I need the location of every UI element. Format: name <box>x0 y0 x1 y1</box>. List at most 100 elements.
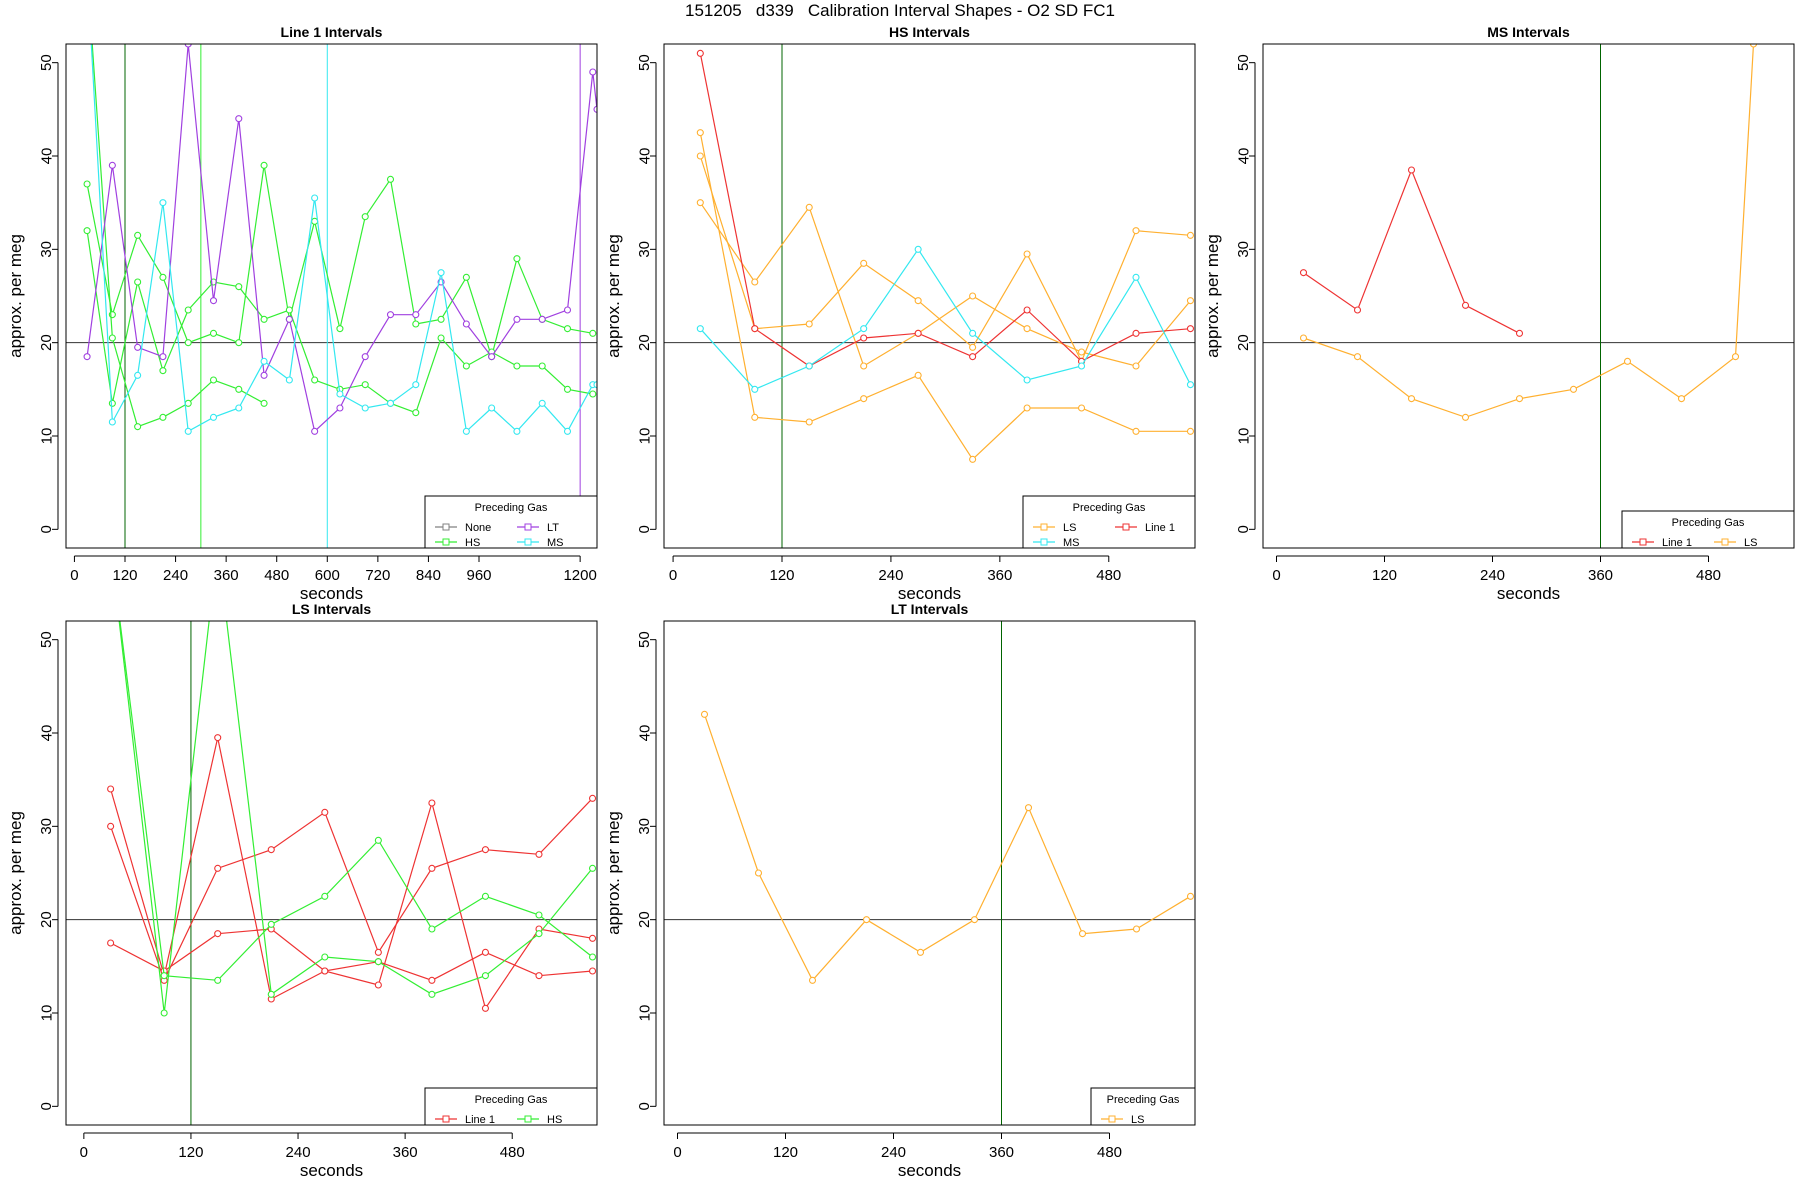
data-point <box>1077 404 1086 412</box>
data-point <box>374 948 382 956</box>
data-point <box>209 413 218 421</box>
y-tick-label: 50 <box>636 54 653 71</box>
data-point <box>108 418 116 426</box>
series-line <box>699 53 1191 367</box>
legend-entry-label: Line 1 <box>1145 522 1175 534</box>
data-point <box>1024 804 1033 812</box>
data-point <box>1023 325 1031 333</box>
data-point <box>386 311 395 319</box>
y-tick-label: 30 <box>38 818 55 835</box>
x-tick-label: 240 <box>286 1144 311 1161</box>
data-point <box>481 948 489 956</box>
x-tick-label: 360 <box>214 567 239 584</box>
legend-swatch-marker <box>1040 523 1048 531</box>
x-tick-label: 480 <box>500 1144 525 1161</box>
chart-panel-2: HS Intervals 0 10 20 30 40 50 approx. per meg 0 1… <box>604 24 1196 603</box>
data-point <box>235 283 243 291</box>
data-point <box>1023 376 1031 384</box>
data-point <box>535 930 543 938</box>
data-point <box>860 259 868 267</box>
data-point <box>588 967 597 975</box>
data-point <box>134 343 142 351</box>
data-point <box>588 934 597 942</box>
data-point <box>374 981 382 989</box>
data-point <box>860 334 868 342</box>
y-tick-label: 30 <box>636 241 653 258</box>
legend-swatch-marker <box>524 523 532 531</box>
y-axis-label: approx. per meg <box>6 234 25 358</box>
data-point <box>428 976 436 984</box>
legend: Preceding Gas LS Line 1 MS <box>1022 495 1196 549</box>
legend-title: Preceding Gas <box>475 1094 548 1106</box>
legend-swatch-marker <box>1108 1115 1116 1123</box>
data-point <box>462 427 470 435</box>
x-tick-label: 120 <box>178 1144 203 1161</box>
legend-swatch-marker <box>524 1115 532 1123</box>
data-point <box>134 231 142 239</box>
legend-entry-label: LS <box>1131 1114 1144 1126</box>
data-point <box>589 68 597 76</box>
data-point <box>696 199 704 207</box>
data-point <box>184 427 192 435</box>
data-point <box>481 1004 489 1012</box>
x-axis-label: seconds <box>300 584 363 603</box>
x-tick-label: 0 <box>673 1144 681 1161</box>
plot-frame <box>65 43 598 549</box>
data-point <box>108 399 116 407</box>
chart-title: LS Intervals <box>292 601 372 617</box>
data-point <box>361 381 369 389</box>
legend-title: Preceding Gas <box>475 502 548 514</box>
data-point <box>160 1009 168 1017</box>
data-point <box>321 953 329 961</box>
series-line <box>1303 168 1520 334</box>
data-point <box>321 808 329 816</box>
chart-panel-5: LT Intervals 0 10 20 30 40 50 approx. per meg 0 1… <box>604 601 1196 1180</box>
y-tick-label: 50 <box>38 631 55 648</box>
data-point <box>535 911 543 919</box>
data-point <box>862 916 871 924</box>
data-point <box>214 930 222 938</box>
data-point <box>969 343 977 351</box>
y-tick-label: 30 <box>636 818 653 835</box>
legend-entry-label: HS <box>465 537 480 549</box>
data-point <box>159 413 167 421</box>
series-line <box>90 44 597 433</box>
data-point <box>563 385 572 393</box>
y-tick-label: 0 <box>38 1102 55 1110</box>
data-point <box>808 976 817 984</box>
data-point <box>336 404 344 412</box>
data-point <box>1407 395 1416 403</box>
legend-swatch-marker <box>524 538 532 546</box>
data-point <box>374 836 382 844</box>
series-line <box>86 44 597 433</box>
data-point <box>696 129 704 137</box>
data-point <box>1077 348 1086 356</box>
series-line <box>91 44 265 428</box>
data-point <box>260 399 268 407</box>
data-point <box>1132 925 1141 933</box>
x-tick-label: 360 <box>989 1144 1014 1161</box>
data-point <box>428 864 436 872</box>
x-tick-label: 480 <box>1097 1144 1122 1161</box>
data-point <box>184 399 192 407</box>
data-point <box>1023 306 1031 314</box>
data-point <box>1299 334 1308 342</box>
data-point <box>260 315 268 323</box>
legend-entry-label: Line 1 <box>1662 537 1692 549</box>
legend-box <box>1022 495 1196 549</box>
data-point <box>481 972 489 980</box>
data-point <box>751 278 759 286</box>
data-point <box>754 869 763 877</box>
series-line <box>699 132 1191 461</box>
data-point <box>321 892 329 900</box>
data-point <box>538 362 546 370</box>
data-point <box>538 399 546 407</box>
x-tick-label: 120 <box>112 567 137 584</box>
y-tick-label: 20 <box>1235 334 1252 351</box>
data-point <box>696 152 704 160</box>
y-tick-label: 50 <box>1235 54 1252 71</box>
plot-frame <box>65 620 598 1126</box>
x-axis-label: seconds <box>898 584 961 603</box>
data-point <box>969 455 977 463</box>
data-point <box>1186 231 1195 239</box>
